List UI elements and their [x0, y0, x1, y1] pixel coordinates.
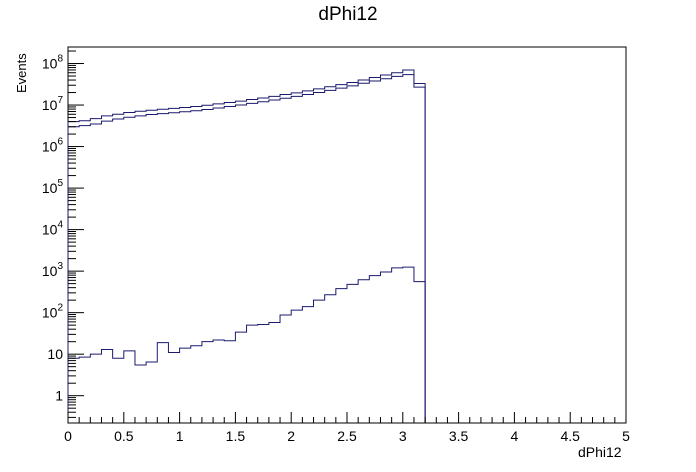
x-tick-label: 5: [622, 428, 630, 444]
x-tick-label: 2.5: [337, 428, 357, 444]
y-tick-label: 105: [42, 178, 64, 196]
y-tick-label: 106: [42, 137, 64, 155]
y-tick-label: 104: [42, 220, 64, 238]
x-tick-label: 1: [176, 428, 184, 444]
histogram-series-2: [67, 74, 426, 423]
y-tick-label: 1: [55, 388, 63, 404]
chart-title: dPhi12: [318, 4, 378, 25]
x-tick-label: 0: [64, 428, 72, 444]
x-axis-label: dPhi12: [578, 444, 622, 460]
x-tick-label: 3.5: [449, 428, 469, 444]
x-tick-label: 1.5: [226, 428, 246, 444]
y-tick-label: 102: [42, 303, 64, 321]
y-tick-label: 108: [42, 54, 64, 72]
histogram-series-1: [67, 69, 426, 423]
x-tick-label: 4: [511, 428, 519, 444]
x-tick-label: 0.5: [114, 428, 134, 444]
x-tick-label: 4.5: [560, 428, 580, 444]
y-tick-label: 103: [42, 261, 64, 279]
y-axis-label: Events: [14, 53, 29, 93]
histogram-series-3: [67, 266, 426, 423]
plot-area: [67, 46, 627, 424]
x-tick-label: 2: [287, 428, 295, 444]
x-tick-label: 3: [399, 428, 407, 444]
y-tick-label: 10: [47, 346, 63, 362]
y-tick-label: 107: [42, 95, 64, 113]
